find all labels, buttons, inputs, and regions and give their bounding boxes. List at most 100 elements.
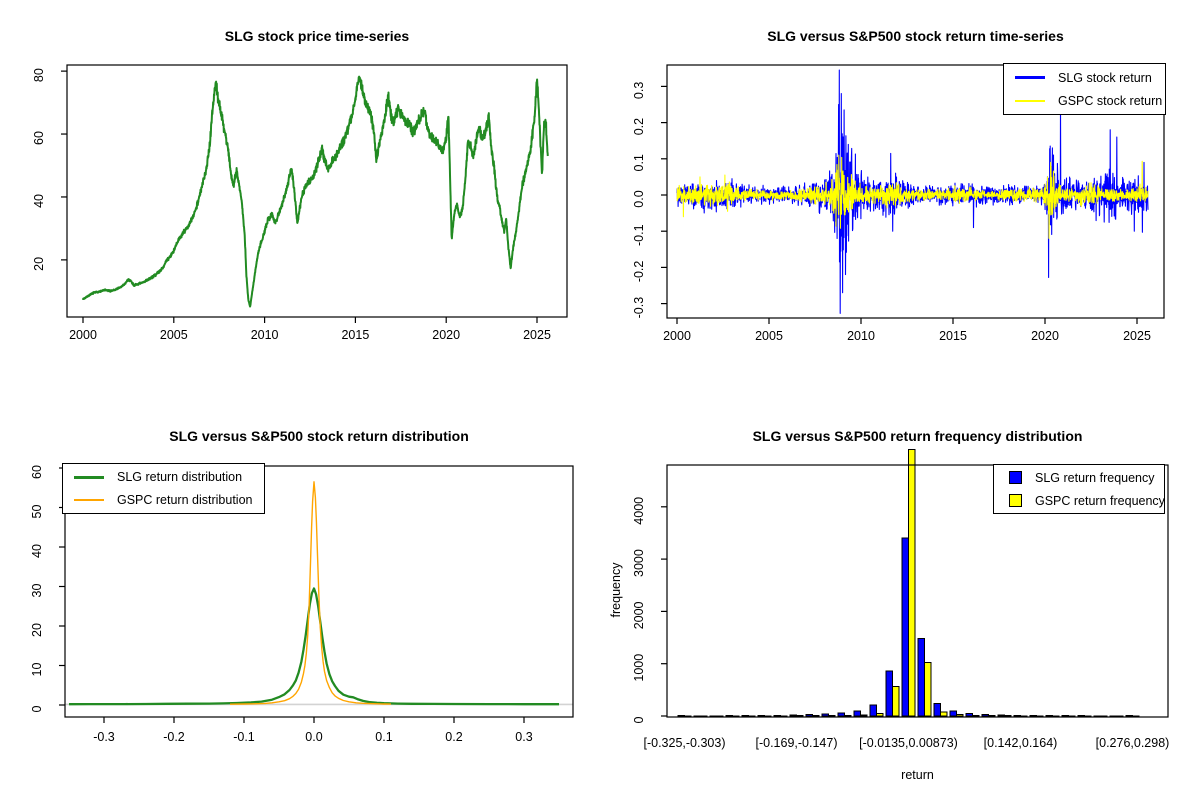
gspc-frequency-bar <box>908 448 916 717</box>
tick-label: 50 <box>30 505 44 519</box>
tick-label: 2015 <box>939 329 967 343</box>
plot-box <box>666 64 1165 319</box>
tick-label: 0.1 <box>375 730 392 744</box>
panel-title-price: SLG stock price time-series <box>224 28 410 44</box>
tick-label: 2020 <box>432 328 460 342</box>
gspc-frequency-bar <box>1020 715 1028 717</box>
tick-label: 0.0 <box>305 730 322 744</box>
slg-frequency-bar <box>885 670 894 717</box>
slg-frequency-bar <box>773 714 782 717</box>
tick-label: [-0.325,-0.303) <box>644 736 726 750</box>
legend-label: GSPC return frequency <box>1035 493 1165 508</box>
legend-item: GSPC return distribution <box>63 490 264 511</box>
slg-frequency-bar <box>805 714 814 717</box>
legend-item: SLG return distribution <box>63 467 264 488</box>
tick-label: 2020 <box>1031 329 1059 343</box>
tick-label: 2010 <box>847 329 875 343</box>
tick-label: [0.142,0.164) <box>984 736 1058 750</box>
panel-title-return-series: SLG versus S&P500 stock return time-seri… <box>767 28 1064 44</box>
slg-frequency-bar <box>757 715 766 717</box>
tick-label: -0.3 <box>93 730 115 744</box>
gspc-frequency-swatch <box>1009 494 1022 507</box>
return-frequency-plot: 0 1000 2000 3000 4000 [-0.325,-0.303) [-0.169,… <box>632 448 1170 750</box>
tick-label: 0 <box>30 705 44 712</box>
gspc-frequency-bar <box>892 686 900 717</box>
slg-frequency-bar <box>901 537 910 717</box>
return-series-line <box>676 154 1149 239</box>
tick-label: 0.1 <box>632 154 646 171</box>
slg-price-plot: 2000 2005 2010 2015 2020 2025 20 40 60 80 <box>32 64 568 342</box>
tick-label: 2025 <box>523 328 551 342</box>
slg-frequency-bar <box>853 710 862 717</box>
tick-label: 20 <box>30 623 44 637</box>
tick-label: -0.3 <box>632 297 646 319</box>
slg-frequency-bar <box>693 715 701 717</box>
tick-label: [-0.169,-0.147) <box>756 736 838 750</box>
legend-item: SLG stock return <box>1004 67 1165 88</box>
tick-label: 20 <box>32 257 46 271</box>
gspc-frequency-bar <box>876 712 884 717</box>
tick-label: 2015 <box>341 328 369 342</box>
tick-label: 0 <box>632 716 646 723</box>
panel-title-density: SLG versus S&P500 stock return distribut… <box>169 428 469 444</box>
slg-frequency-bar <box>917 638 926 717</box>
gspc-frequency-bar <box>780 715 788 717</box>
legend-item: SLG return frequency <box>994 467 1164 488</box>
legend-label: SLG return frequency <box>1035 470 1155 485</box>
slg-frequency-bar <box>1013 714 1022 717</box>
plot-box <box>666 464 1169 718</box>
tick-label: 2010 <box>251 328 279 342</box>
tick-label: 2005 <box>755 329 783 343</box>
tick-label: 0.0 <box>632 190 646 207</box>
gspc-density-line-sample <box>74 499 104 501</box>
tick-label: 2025 <box>1123 329 1151 343</box>
tick-label: -0.1 <box>233 730 255 744</box>
gspc-frequency-bar <box>940 711 948 717</box>
gspc-frequency-bar <box>1004 715 1012 717</box>
tick-label: -0.1 <box>632 224 646 246</box>
gspc-frequency-bar <box>924 662 932 717</box>
legend-density: SLG return distribution GSPC return dist… <box>62 463 265 514</box>
slg-frequency-bar <box>741 715 750 717</box>
y-axis-label-frequency: frequency <box>609 562 623 618</box>
tick-label: 0.2 <box>632 118 646 135</box>
tick-label: -0.2 <box>163 730 185 744</box>
tick-label: 2005 <box>160 328 188 342</box>
tick-label: 40 <box>32 194 46 208</box>
slg-frequency-bar <box>981 713 990 717</box>
slg-frequency-bar <box>965 712 974 717</box>
tick-label: -0.2 <box>632 261 646 283</box>
gspc-frequency-bar <box>956 713 964 717</box>
slg-frequency-swatch <box>1009 471 1022 484</box>
gspc-frequency-bar <box>972 714 980 717</box>
tick-label: 2000 <box>69 328 97 342</box>
tick-label: 0.2 <box>445 730 462 744</box>
gspc-frequency-bar <box>796 715 804 717</box>
slg-frequency-bar <box>949 710 958 717</box>
tick-label: 4000 <box>632 497 646 525</box>
return-timeseries-plot: 2000 2005 2010 2015 2020 2025 -0.3 -0.2 -0.1 0.0 0… <box>632 64 1165 343</box>
tick-label: [-0.0135,0.00873) <box>859 736 958 750</box>
slg-frequency-bar <box>997 714 1006 717</box>
slg-frequency-bar <box>677 715 685 717</box>
slg-frequency-bar <box>869 704 878 717</box>
tick-label: 0.3 <box>632 82 646 99</box>
gspc-return-line-sample <box>1015 99 1045 102</box>
slg-frequency-bar <box>1045 715 1054 717</box>
slg-frequency-bar <box>1029 714 1038 717</box>
slg-frequency-bar <box>1061 715 1070 717</box>
gspc-frequency-bar <box>988 715 996 717</box>
slg-frequency-bar <box>933 703 942 717</box>
slg-price-line <box>82 75 549 308</box>
tick-label: [0.276,0.298) <box>1096 736 1170 750</box>
legend-return-series: SLG stock return GSPC stock return <box>1003 63 1166 115</box>
tick-label: 2000 <box>632 601 646 629</box>
tick-label: 2000 <box>663 329 691 343</box>
tick-label: 30 <box>30 584 44 598</box>
slg-frequency-bar <box>1109 715 1118 717</box>
tick-label: 10 <box>30 663 44 677</box>
tick-label: 40 <box>30 544 44 558</box>
slg-frequency-bar <box>1125 715 1133 717</box>
tick-label: 60 <box>32 131 46 145</box>
